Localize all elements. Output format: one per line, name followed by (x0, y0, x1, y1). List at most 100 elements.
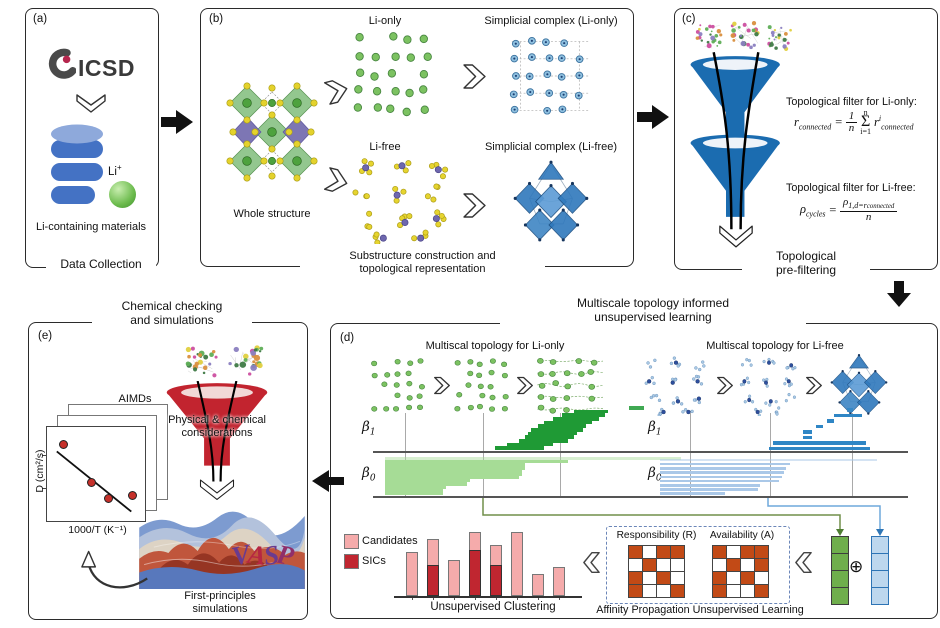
whole-structure-image (226, 82, 318, 182)
gridline (690, 413, 691, 497)
crystal-thumbnail (728, 18, 762, 52)
arrow-b-to-c (637, 105, 669, 129)
beta1-label-green: β1 (362, 419, 376, 438)
filter-li-only-title: Topological filter for Li-only: (786, 96, 917, 108)
chevron-right-icon (717, 376, 733, 395)
aimd-ylabel: D (cm²/s) (33, 449, 46, 493)
chevron-right-icon (463, 64, 486, 89)
li-only-stage1-image (368, 357, 430, 413)
icsd-logo-icon (48, 48, 76, 79)
panel-b-caption: Substructure construction and topologica… (300, 250, 545, 276)
panel-d-label: (d) (340, 332, 355, 344)
filter-li-free-title: Topological filter for Li-free: (786, 182, 916, 194)
li-free-substructure-image (348, 156, 456, 246)
li-only-feature-vector (831, 536, 849, 605)
li-free-stage1-image (640, 356, 712, 417)
icsd-logo-text: ICSD (78, 55, 135, 81)
responsibility-title: Responsibility (R) (616, 530, 697, 541)
crystal-thumbnail (184, 344, 220, 380)
panel-e-caption: First-principles simulations (184, 590, 256, 615)
panel-e-title: Chemical checking and simulations (92, 299, 252, 328)
crystal-thumbnail (226, 342, 266, 380)
sics-swatch (344, 554, 359, 569)
clustering-bar-chart (398, 530, 583, 600)
li-free-multiscale-title: Multiscal topology for Li-free (706, 340, 844, 352)
li-free-stage2-image (736, 356, 802, 417)
li-only-stage2-image (452, 357, 514, 413)
li-only-substructure-image (353, 30, 439, 118)
aimds-label: AIMDs (118, 393, 152, 405)
iteration-curved-arrow (81, 550, 148, 589)
panel-d-header: Multiscale topology informed unsupervise… (500, 296, 806, 325)
persistence-barcode-b1-green (385, 406, 690, 450)
panel-b-label: (b) (209, 13, 224, 25)
simplicial-li-only-label: Simplicial complex (Li-only) (484, 15, 618, 27)
topological-filter-funnel (690, 52, 780, 248)
sics-label: SICs (362, 555, 386, 567)
simplicial-li-free-label: Simplicial complex (Li-free) (484, 141, 618, 153)
crystal-thumbnail (694, 22, 724, 52)
responsibility-matrix (628, 545, 685, 598)
database-icon (51, 124, 103, 204)
funnel-considerations-label: Physical & chemical considerations (168, 414, 266, 439)
candidates-label: Candidates (362, 535, 418, 547)
crystal-thumbnail (766, 24, 794, 52)
simplicial-li-only-image (506, 33, 594, 119)
beta0-label-blue: β0 (648, 465, 662, 484)
li-free-feature-vector (871, 536, 889, 605)
aimd-xlabel: 1000/T (K⁻¹) (68, 524, 127, 536)
li-only-label: Li-only (368, 15, 402, 27)
y-tick (42, 455, 46, 456)
barcode-axis (652, 451, 908, 453)
chevron-right-icon (517, 376, 533, 395)
li-only-stage3-image (535, 355, 604, 415)
arrow-a-to-b (161, 110, 193, 134)
persistence-barcode-b0-green (385, 457, 690, 495)
panel-e-label: (e) (38, 330, 53, 342)
affinity-propagation-caption: Affinity Propagation Unsupervised Learni… (596, 604, 804, 616)
li-ion-label: Li+ (108, 163, 122, 178)
beta1-label-blue: β1 (648, 419, 662, 438)
chevron-right-icon (323, 80, 348, 105)
filter-li-free-equation: ρcycles = ρ1,d=rconnected n (800, 196, 898, 223)
panel-a-caption: Li-containing materials (35, 221, 147, 233)
panel-c-label: (c) (682, 13, 696, 25)
gridline (770, 413, 771, 497)
panel-a-title: Data Collection (46, 257, 156, 272)
y-tick (42, 488, 46, 489)
availability-matrix (712, 545, 769, 598)
availability-title: Availability (A) (709, 530, 775, 541)
chevron-right-icon (323, 167, 348, 192)
persistence-barcode-b0-blue (660, 457, 877, 495)
chart-baseline (394, 596, 582, 598)
barcode-axis (373, 496, 695, 498)
chemical-filter-funnel (166, 381, 268, 500)
chevron-down-icon (76, 94, 106, 113)
beta0-label-green: β0 (362, 465, 376, 484)
whole-structure-label: Whole structure (233, 208, 311, 220)
gridline (483, 413, 484, 497)
li-free-stage3-image (824, 352, 894, 416)
chevron-left-icon (583, 551, 600, 574)
chevron-right-icon (806, 376, 822, 395)
chevron-right-icon (463, 193, 486, 218)
panel-c-caption: Topological pre-filtering (742, 249, 870, 278)
arrow-c-to-d (887, 281, 911, 307)
persistence-barcode-b1-blue (660, 406, 877, 450)
chevron-left-icon (795, 551, 812, 574)
simplicial-li-free-image (505, 158, 597, 243)
li-atom-sphere (109, 181, 136, 208)
barcode-axis (373, 451, 695, 453)
li-only-multiscale-title: Multiscal topology for Li-only (425, 340, 565, 352)
unsupervised-clustering-label: Unsupervised Clustering (430, 601, 556, 613)
gridline (560, 413, 561, 497)
panel-a-label: (a) (33, 13, 48, 25)
gridline (852, 413, 853, 497)
gridline (405, 413, 406, 497)
barcode-axis (652, 496, 908, 498)
vasp-logo: VASP (228, 538, 297, 572)
aimd-plot (46, 426, 146, 522)
chevron-right-icon (434, 376, 450, 395)
